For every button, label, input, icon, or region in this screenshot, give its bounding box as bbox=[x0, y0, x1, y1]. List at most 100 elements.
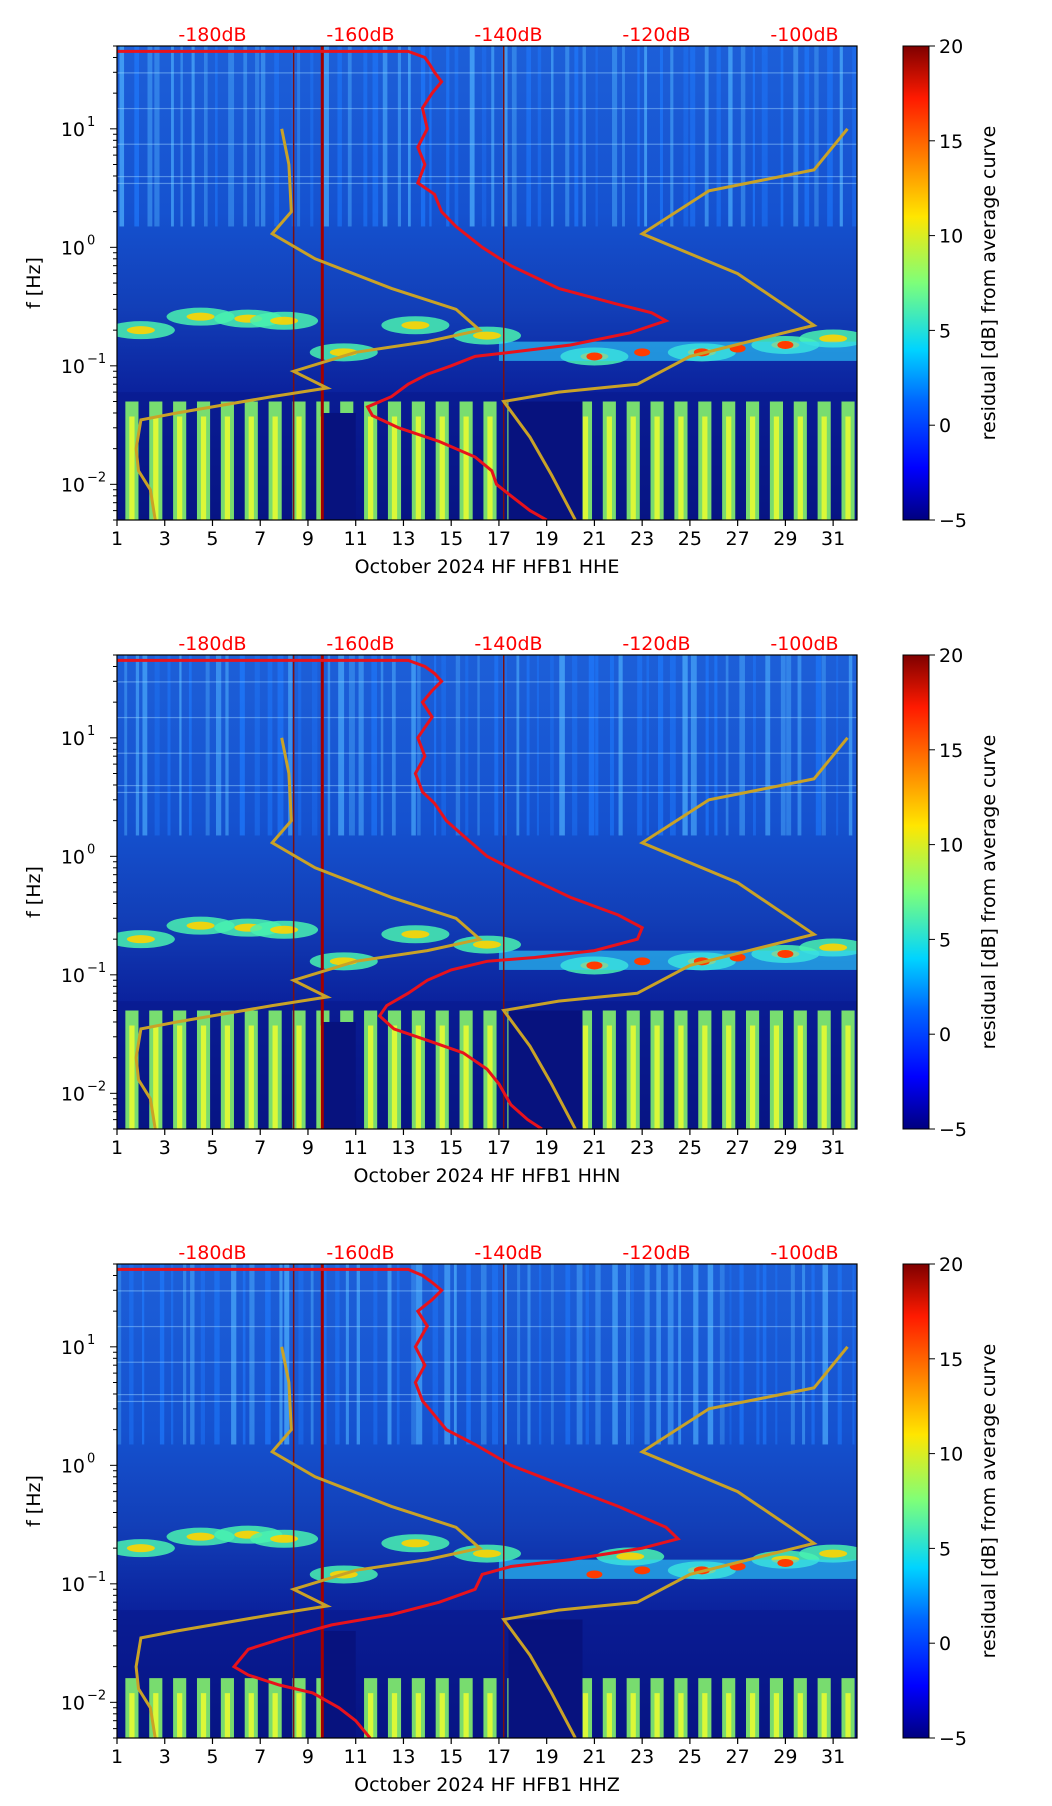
texture-stripe bbox=[588, 655, 595, 836]
texture-stripe bbox=[728, 46, 733, 227]
texture-stripe bbox=[704, 46, 709, 227]
x-tick-label: 27 bbox=[726, 1746, 750, 1768]
texture-stripe bbox=[491, 46, 495, 227]
diurnal-bar-core bbox=[439, 1693, 445, 1738]
texture-stripe bbox=[453, 1264, 457, 1445]
texture-stripe bbox=[243, 46, 248, 227]
texture-stripe bbox=[239, 655, 245, 836]
microseism-core bbox=[401, 321, 430, 330]
diurnal-bar-core bbox=[582, 1693, 589, 1738]
diurnal-bar-core bbox=[797, 1693, 803, 1738]
texture-stripe bbox=[667, 1264, 674, 1445]
texture-stripe bbox=[297, 46, 301, 227]
harmonic-line bbox=[117, 716, 857, 719]
x-tick-label: 23 bbox=[630, 1137, 654, 1159]
x-tick-label: 11 bbox=[344, 528, 368, 550]
microseism-peak bbox=[586, 961, 603, 970]
x-tick-label: 27 bbox=[726, 1137, 750, 1159]
texture-stripe bbox=[765, 655, 771, 836]
texture-stripe bbox=[337, 46, 342, 227]
diurnal-bar-core bbox=[153, 416, 159, 520]
db-scale-label: -100dB bbox=[770, 633, 838, 655]
texture-stripe bbox=[191, 46, 195, 227]
texture-stripe bbox=[231, 1264, 237, 1445]
diurnal-bar-core bbox=[845, 1025, 851, 1129]
diurnal-bar-core bbox=[224, 1693, 231, 1738]
x-tick-label: 7 bbox=[254, 1746, 266, 1768]
texture-stripe bbox=[707, 1264, 714, 1445]
median-noise-curve bbox=[117, 49, 670, 520]
texture-stripe bbox=[550, 655, 554, 836]
x-tick-label: 3 bbox=[159, 1137, 171, 1159]
texture-stripe bbox=[284, 1264, 290, 1445]
x-axis-label: October 2024 HF HFB1 HHZ bbox=[354, 1774, 620, 1796]
y-tick-exponent: 1 bbox=[87, 1333, 95, 1348]
diurnal-bar-core bbox=[272, 1693, 278, 1738]
colorbar-tick-label: 20 bbox=[939, 1254, 963, 1276]
texture-stripe bbox=[852, 46, 857, 227]
texture-stripe bbox=[682, 655, 688, 836]
x-tick-label: 29 bbox=[773, 1137, 797, 1159]
x-tick-label: 29 bbox=[773, 528, 797, 550]
diurnal-bar-core bbox=[726, 1025, 732, 1129]
texture-stripe bbox=[215, 655, 222, 836]
microseism-peak bbox=[634, 1566, 651, 1575]
texture-stripe bbox=[637, 655, 643, 836]
texture-stripe bbox=[203, 46, 208, 227]
texture-stripe bbox=[622, 46, 625, 227]
texture-stripe bbox=[391, 655, 396, 836]
microseism-core bbox=[126, 935, 155, 944]
db-scale-label: -160dB bbox=[326, 1242, 394, 1264]
diurnal-bar-core bbox=[749, 416, 756, 520]
texture-stripe bbox=[277, 655, 284, 836]
texture-stripe bbox=[659, 46, 663, 227]
x-tick-label: 21 bbox=[582, 1137, 606, 1159]
microseism-core bbox=[473, 940, 501, 949]
model-curve-low bbox=[134, 128, 484, 520]
texture-stripe bbox=[432, 1264, 439, 1445]
diurnal-bar-core bbox=[606, 1025, 612, 1129]
texture-stripe bbox=[310, 46, 314, 227]
texture-stripe bbox=[323, 46, 329, 227]
x-tick-label: 19 bbox=[535, 528, 559, 550]
x-axis-label: October 2024 HF HFB1 HHE bbox=[355, 556, 620, 578]
colorbar-label: residual [dB] from average curve bbox=[978, 735, 1000, 1050]
microseism-core bbox=[186, 921, 215, 930]
texture-stripe bbox=[335, 1264, 340, 1445]
texture-stripe bbox=[705, 655, 709, 836]
y-tick-label: 10 bbox=[61, 1455, 85, 1477]
diurnal-bar-core bbox=[415, 416, 421, 520]
texture-stripe bbox=[526, 655, 530, 836]
texture-stripe bbox=[444, 1264, 451, 1445]
gap-block bbox=[508, 1619, 583, 1738]
microseism-band bbox=[498, 341, 857, 361]
y-tick-exponent: 0 bbox=[87, 842, 95, 857]
diurnal-bar-core bbox=[654, 1693, 660, 1738]
y-tick-exponent: −1 bbox=[87, 352, 106, 367]
diurnal-bar-core bbox=[224, 416, 231, 520]
texture-stripe bbox=[267, 655, 273, 836]
model-curve-low bbox=[134, 737, 484, 1129]
texture-stripe bbox=[670, 46, 674, 227]
texture-stripe bbox=[446, 46, 450, 227]
diurnal-bar-core bbox=[845, 416, 851, 520]
texture-stripe bbox=[802, 1264, 806, 1445]
texture-stripe bbox=[254, 655, 260, 836]
microseism-core bbox=[126, 1544, 155, 1553]
texture-stripe bbox=[669, 655, 676, 836]
colorbar-label: residual [dB] from average curve bbox=[978, 1344, 1000, 1659]
texture-stripe bbox=[756, 1264, 760, 1445]
diurnal-bar-core bbox=[177, 1025, 183, 1129]
diurnal-bar-core bbox=[702, 416, 708, 520]
y-axis-label: f [Hz] bbox=[23, 257, 45, 309]
diurnal-bar-core bbox=[296, 1025, 302, 1129]
diurnal-bar-core bbox=[272, 416, 278, 520]
texture-stripe bbox=[786, 655, 792, 836]
diurnal-bar-core bbox=[272, 1025, 278, 1129]
texture-stripe bbox=[822, 1264, 829, 1445]
texture-stripe bbox=[574, 46, 579, 227]
diurnal-bar-core bbox=[200, 1025, 207, 1129]
texture-stripe bbox=[372, 46, 379, 227]
db-scale-label: -140dB bbox=[474, 1242, 542, 1264]
texture-stripe bbox=[180, 46, 183, 227]
